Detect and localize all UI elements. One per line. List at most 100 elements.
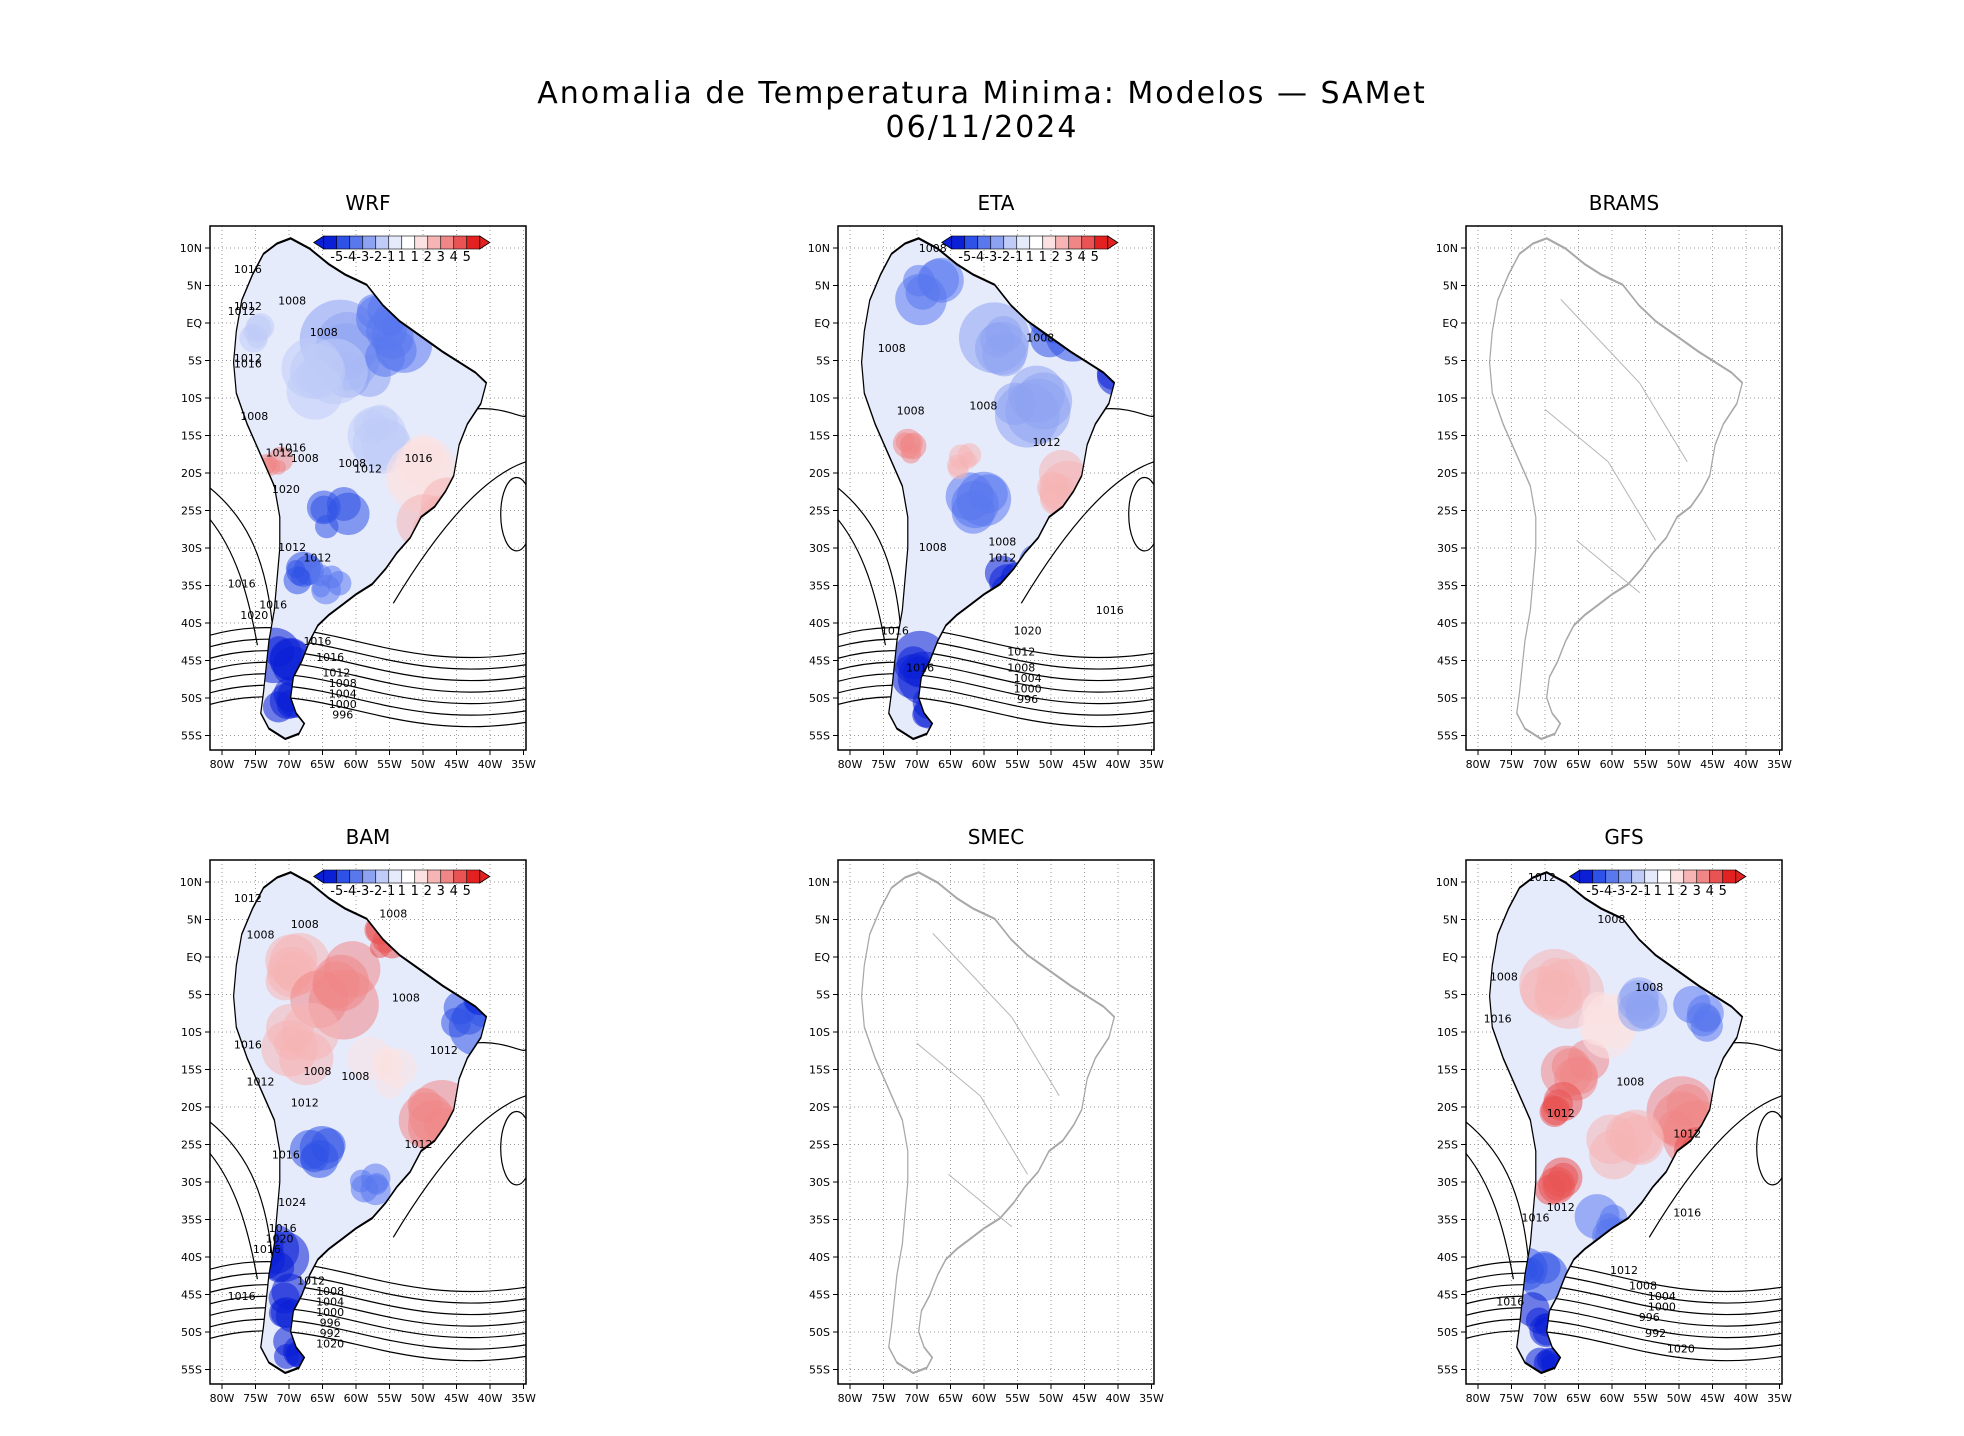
lat-label: 15S: [809, 430, 830, 443]
isobar-line: [1466, 1318, 1782, 1350]
lat-label: 10N: [808, 242, 830, 255]
isobar-label: 1012: [322, 667, 350, 680]
map-frame: [1465, 225, 1783, 751]
isobar-label: 1012: [291, 1096, 319, 1109]
isobar-line: [210, 661, 526, 693]
isobar-label: 1016: [228, 578, 256, 591]
isobar-line: [838, 696, 1154, 728]
colorbar-arrow-right: [479, 235, 491, 250]
colorbar-label: -1: [1638, 884, 1651, 899]
anomaly-blob: [1534, 1174, 1566, 1206]
colorbar-swatch: [414, 235, 429, 250]
isobar-label: 1024: [278, 1196, 306, 1209]
isobar-line: [838, 638, 1154, 670]
anomaly-blob: [1038, 449, 1085, 496]
map-frame: [209, 859, 527, 1385]
colorbar-swatch: [951, 235, 966, 250]
anomaly-blob: [310, 564, 332, 587]
anomaly-blob: [958, 302, 1030, 374]
colorbar-label: 5: [463, 250, 471, 265]
isobar-label: 1008: [1026, 331, 1054, 344]
panels-layer: WRF1016101210121008100810121016100810161…: [180, 191, 1792, 1405]
colorbar-label: -1: [382, 250, 395, 265]
colorbar-swatch: [1709, 869, 1724, 884]
isobar-label: 1008: [1007, 661, 1035, 674]
isobar-line: [838, 519, 886, 646]
colorbar-swatch: [323, 235, 338, 250]
isobar-line: [1466, 1330, 1782, 1362]
lat-label: 25S: [809, 505, 830, 518]
colorbar-swatch: [440, 869, 455, 884]
lon-label: 70W: [1533, 1392, 1558, 1405]
isobar-label: 1016: [234, 1039, 262, 1052]
lat-label: 15S: [1437, 430, 1458, 443]
isobar-label: 1016: [1496, 1295, 1524, 1308]
colorbar-label: 1: [1026, 250, 1034, 265]
lat-label: 35S: [809, 1214, 830, 1227]
anomaly-blob: [1618, 990, 1660, 1032]
isobar-label: 1008: [329, 677, 357, 690]
anomaly-blob: [372, 1046, 401, 1075]
lat-label: 40S: [1437, 1251, 1458, 1264]
isobar-label: 1020: [1667, 1343, 1695, 1356]
isobar-line: [1466, 1153, 1514, 1280]
lon-label: 50W: [411, 758, 436, 771]
lat-label: 55S: [809, 1364, 830, 1377]
isobar-label: 1008: [1490, 971, 1518, 984]
lat-label: 5S: [1444, 355, 1458, 368]
isobar-closed: [500, 1110, 526, 1186]
isobars-bam: [210, 1042, 526, 1362]
isobar-label: 1008: [303, 1065, 331, 1078]
colorbar-swatch: [336, 235, 351, 250]
lon-label: 45W: [1700, 758, 1725, 771]
lon-label: 75W: [243, 1392, 268, 1405]
lon-label: 65W: [938, 758, 963, 771]
anomaly-blob: [279, 1030, 334, 1086]
lon-label: 35W: [1767, 758, 1792, 771]
colorbar-swatch: [1605, 869, 1620, 884]
lat-label: 5S: [188, 355, 202, 368]
isobar-label: 1008: [247, 929, 275, 942]
colorbar-label: -2: [1625, 884, 1638, 899]
isobar-label: 1016: [272, 1149, 300, 1162]
lon-label: 65W: [310, 1392, 335, 1405]
figure-date: 06/11/2024: [885, 110, 1079, 145]
map-area-bam: [210, 860, 526, 1384]
colorbar-label: 1: [1667, 884, 1675, 899]
lat-label: 45S: [1437, 1289, 1458, 1302]
colorbar-swatch: [427, 869, 442, 884]
colorbar-label: 3: [437, 250, 445, 265]
border-line: [979, 1095, 1029, 1175]
colorbar-swatch: [349, 869, 364, 884]
isobar-label: 1016: [234, 357, 262, 370]
isobar-label: 1016: [234, 263, 262, 276]
lat-label: 35S: [809, 580, 830, 593]
lat-label: 5N: [1443, 280, 1458, 293]
isobar-line: [210, 638, 526, 670]
lon-label: 35W: [1767, 1392, 1792, 1405]
colorbar-label: 2: [424, 250, 432, 265]
lon-label: 60W: [1600, 1392, 1625, 1405]
lon-label: 70W: [905, 758, 930, 771]
isobar-label: 1020: [266, 1233, 294, 1246]
isobar-label: 1016: [228, 1290, 256, 1303]
lat-label: 40S: [181, 1251, 202, 1264]
lat-label: 45S: [181, 655, 202, 668]
lon-label: 55W: [1633, 1392, 1658, 1405]
colorbar-swatch: [1644, 869, 1659, 884]
anomaly-blob: [951, 490, 995, 534]
colorbar-swatch: [1081, 235, 1096, 250]
colorbar-label: 1: [411, 884, 419, 899]
lat-label: 10N: [180, 242, 202, 255]
lat-label: 45S: [809, 655, 830, 668]
anomaly-blob: [1525, 1307, 1553, 1334]
colorbar-swatch: [1696, 869, 1711, 884]
border-line: [1639, 382, 1688, 463]
isobar-label: 1008: [878, 342, 906, 355]
isobar-label: 1012: [1673, 1128, 1701, 1141]
colorbar-label: 1: [411, 250, 419, 265]
isobar-label: 1012: [234, 300, 262, 313]
map-frame: [837, 859, 1155, 1385]
map-area-gfs: [1466, 860, 1782, 1384]
